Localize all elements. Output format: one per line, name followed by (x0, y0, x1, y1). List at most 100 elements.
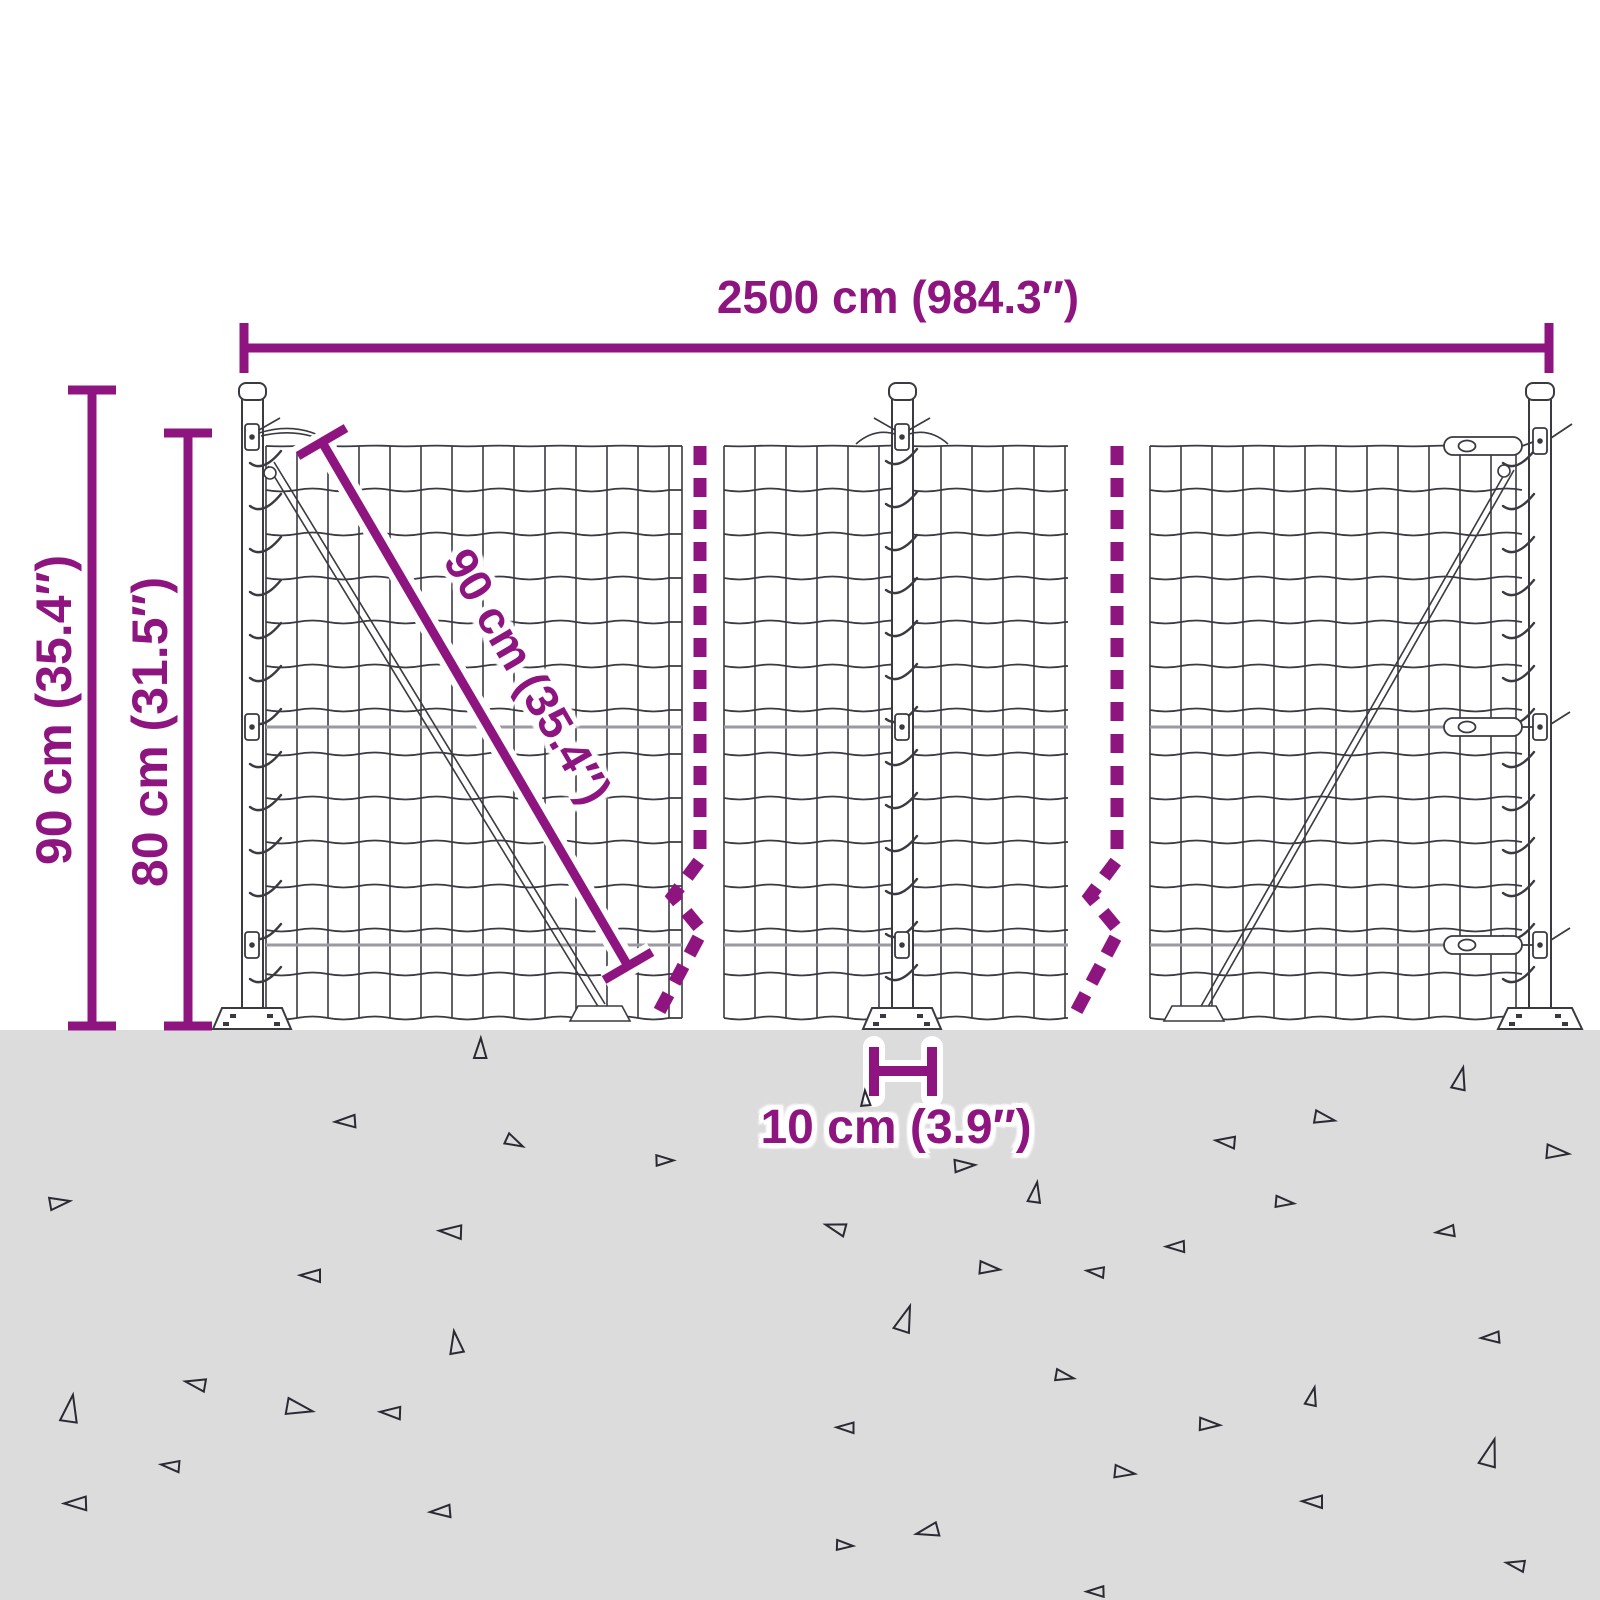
turnbuckle-ring (1457, 938, 1477, 952)
diagonal-braces (263, 461, 1515, 1022)
spiral-wire-loop (1501, 492, 1536, 511)
brace-right (1204, 469, 1515, 1013)
gravel-triangle (1449, 1064, 1466, 1092)
turnbuckle-ring (1457, 720, 1477, 734)
spiral-wire-loop (1501, 879, 1536, 898)
dimension-label-total-width: 2500 cm (984.3″) (716, 271, 1080, 323)
break-lines (653, 446, 1127, 1016)
gravel-triangle (181, 1378, 208, 1394)
gravel-triangle (891, 1302, 912, 1335)
gravel-triangles (47, 1034, 1573, 1599)
gravel-triangle (426, 1503, 452, 1519)
gravel-triangle (1212, 1135, 1237, 1150)
gravel-triangle (435, 1224, 463, 1241)
break-line-right (1070, 446, 1127, 1016)
gravel-triangle (1303, 1384, 1317, 1408)
turnbuckle-ring (1457, 439, 1477, 453)
gravel-triangle (1026, 1178, 1042, 1204)
gravel-triangle (472, 1034, 488, 1059)
post-right (1528, 395, 1552, 1013)
brace-foot-plate (1162, 1005, 1226, 1022)
spiral-wire-loop (1501, 535, 1536, 554)
spiral-wire-loop (1501, 793, 1536, 812)
clamp-bolts (249, 434, 905, 948)
post-left-cap (238, 382, 267, 401)
brace-right (1199, 465, 1510, 1009)
post-right-cap (1525, 382, 1555, 401)
base-plate-bolts (223, 1014, 1568, 1026)
base-plate (211, 1007, 293, 1030)
spiral-wire-loop (884, 447, 919, 466)
post-left (241, 395, 264, 1013)
spiral-wire-loop (248, 492, 283, 511)
base-plate (1496, 1007, 1584, 1030)
post-clamps (244, 423, 910, 959)
gravel-triangle (1162, 1239, 1186, 1254)
gravel-triangle (284, 1396, 316, 1416)
brace-left (267, 465, 600, 1009)
gravel-triangle (655, 1153, 677, 1168)
gravel-triangle (1053, 1367, 1078, 1382)
gravel-triangle (1298, 1494, 1323, 1510)
dim-diagonal-line (295, 424, 655, 984)
post-middle (891, 395, 914, 1013)
spiral-wire-loop (248, 664, 283, 683)
dim-total-height-line (68, 385, 116, 1031)
dimension-label-mesh-height: 80 cm (31.5″) (122, 576, 178, 888)
turnbuckle (1443, 935, 1523, 955)
spiral-wire-loop (1501, 965, 1536, 984)
spiral-wire-loop (884, 662, 919, 681)
gravel-triangle (331, 1113, 357, 1129)
post-middle-cap (888, 382, 917, 401)
spiral-wire-loop (884, 834, 919, 853)
spiral-wire-loop (1501, 664, 1536, 683)
spiral-wire-loop (248, 793, 283, 812)
spiral-wire-loop (884, 490, 919, 509)
spiral-wire-loop (1501, 449, 1536, 468)
spiral-wire-loop (248, 578, 283, 597)
spiral-wire-loop (248, 965, 283, 984)
dim-width-line (239, 323, 1554, 373)
spiral-wire-loop (248, 750, 283, 769)
gravel-triangle (835, 1538, 857, 1552)
gravel-triangle (1502, 1559, 1527, 1574)
spiral-wire-loop (884, 619, 919, 638)
spiral-wire-loop (248, 535, 283, 554)
spiral-wire-loop (248, 449, 283, 468)
turnbuckle (1443, 717, 1523, 737)
spiral-wire-loop (884, 877, 919, 896)
spiral-wire-loop (248, 879, 283, 898)
gravel-triangle (1274, 1194, 1298, 1209)
spiral-wire-loop (248, 836, 283, 855)
gravel-triangle (60, 1495, 88, 1512)
dimension-label-total-height: 90 cm (35.4″) (26, 554, 82, 866)
spiral-wire-loop (884, 791, 919, 810)
gravel-triangle (1083, 1584, 1105, 1599)
spiral-wire-loop (884, 748, 919, 767)
brace-pivot (263, 466, 277, 480)
brace-foot-plate (568, 1005, 632, 1022)
spiral-wire-loop (1501, 621, 1536, 640)
gravel-triangle (1477, 1436, 1496, 1469)
fence-posts (238, 382, 1555, 1013)
spiral-wire-loop (884, 576, 919, 595)
gravel-triangle (1312, 1108, 1339, 1124)
dimension-lines (68, 323, 1554, 1107)
gravel-triangle (502, 1131, 526, 1148)
gravel-triangle (58, 1391, 78, 1424)
base-plate (861, 1007, 943, 1030)
brace-left (273, 461, 606, 1005)
gravel-triangle (833, 1421, 855, 1435)
spiral-wire-loop (1501, 750, 1536, 769)
post-base-plates (211, 1007, 1584, 1030)
gravel-triangle (1477, 1330, 1501, 1344)
turnbuckle (1443, 436, 1523, 456)
spiral-wire-loop (884, 533, 919, 552)
gravel-triangle (822, 1223, 848, 1238)
wire-tensioners (1443, 423, 1573, 959)
spiral-wire-loop (1501, 836, 1536, 855)
ground (0, 1030, 1600, 1600)
clamp-wings (258, 417, 949, 448)
gravel-triangle (449, 1327, 466, 1356)
gravel-triangle (1083, 1266, 1106, 1280)
